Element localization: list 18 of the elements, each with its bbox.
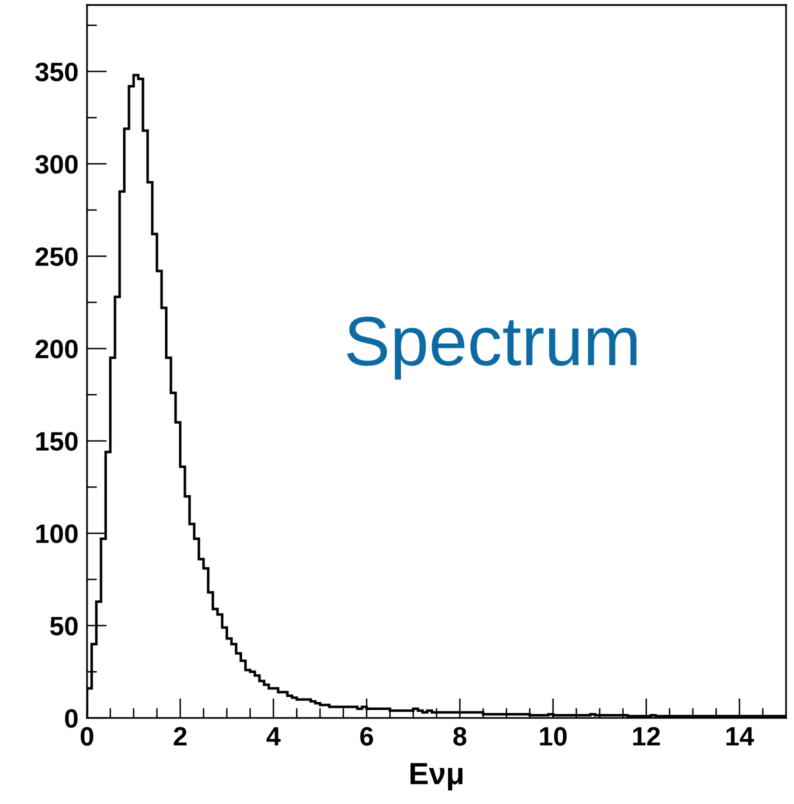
- x-tick-label: 14: [726, 727, 754, 746]
- x-tick-label: 12: [633, 727, 660, 746]
- y-tick-label: 350: [35, 62, 78, 82]
- y-tick-label: 50: [50, 616, 78, 636]
- x-tick-label: 8: [453, 727, 466, 746]
- x-axis-title: Eνμ: [410, 763, 463, 790]
- x-tick-label: 10: [540, 727, 567, 746]
- annotation: Spectrum: [347, 316, 636, 380]
- x-tick-label: 6: [360, 727, 374, 746]
- x-tick-label: 4: [266, 727, 281, 746]
- y-tick-label: 250: [36, 247, 78, 266]
- y-tick-label: 150: [36, 432, 78, 451]
- y-tick-label: 100: [36, 524, 78, 544]
- x-tick-label: 0: [80, 727, 94, 746]
- y-tick-label: 200: [36, 340, 78, 358]
- y-tick-label: 0: [65, 709, 78, 728]
- x-tick-label: 2: [174, 727, 187, 746]
- y-tick-label: 300: [35, 154, 78, 174]
